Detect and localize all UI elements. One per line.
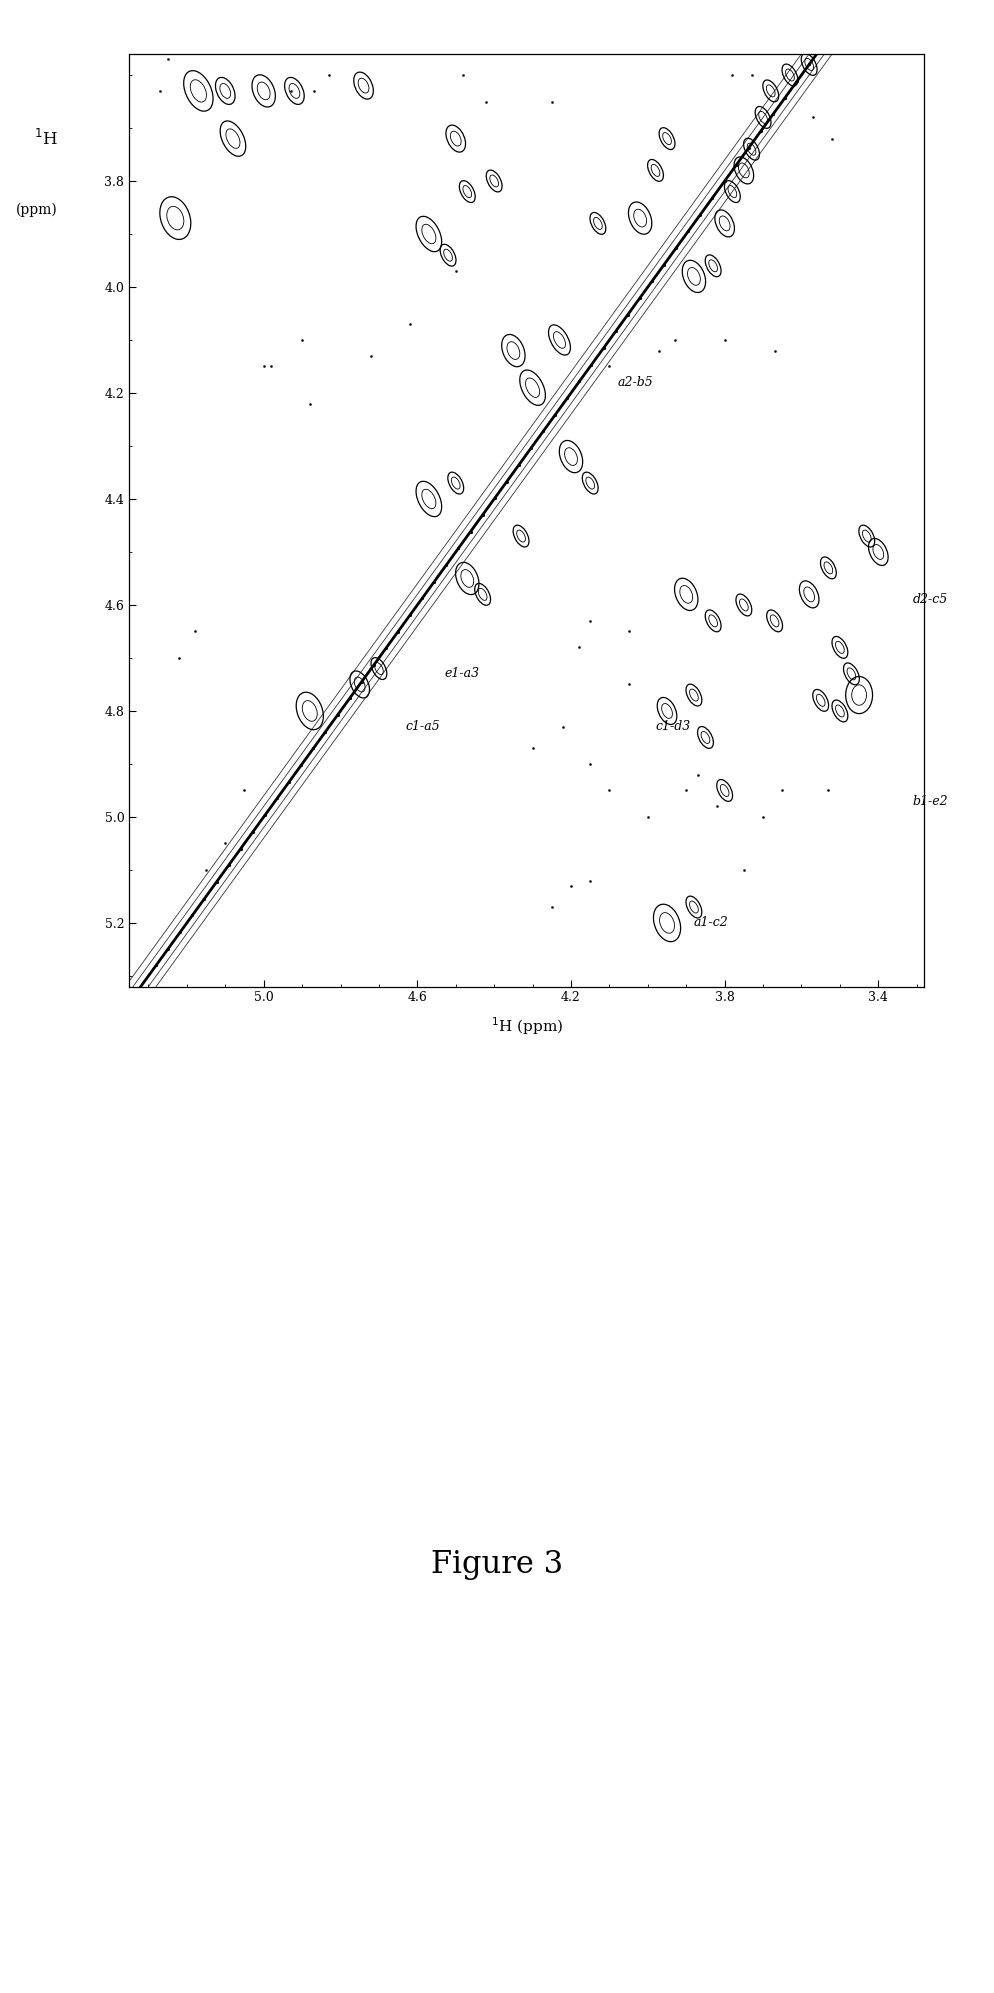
Text: b1-e2: b1-e2 bbox=[912, 795, 948, 807]
Text: (ppm): (ppm) bbox=[16, 203, 58, 217]
Text: c1-a5: c1-a5 bbox=[406, 719, 440, 733]
Text: c1-d3: c1-d3 bbox=[655, 719, 691, 733]
X-axis label: $^1$H (ppm): $^1$H (ppm) bbox=[491, 1016, 563, 1036]
Text: e1-a3: e1-a3 bbox=[444, 668, 479, 680]
Text: d2-c5: d2-c5 bbox=[912, 594, 948, 606]
Text: a1-c2: a1-c2 bbox=[694, 917, 729, 929]
Text: $^1$H: $^1$H bbox=[34, 128, 58, 149]
Text: Figure 3: Figure 3 bbox=[431, 1549, 563, 1580]
Text: a2-b5: a2-b5 bbox=[617, 377, 653, 389]
